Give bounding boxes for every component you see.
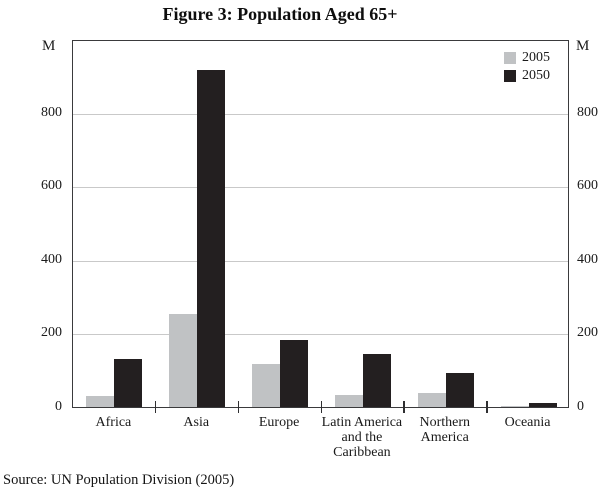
legend-label-2050: 2050 xyxy=(522,68,550,83)
chart-title: Figure 3: Population Aged 65+ xyxy=(162,4,398,24)
x-axis-label-africa: Africa xyxy=(95,415,132,430)
x-axis-label-oceania: Oceania xyxy=(504,415,551,430)
y-axis-tick-left-800: 800 xyxy=(41,104,62,120)
source-note: Source: UN Population Division (2005) xyxy=(3,472,235,488)
bar-2050-europe xyxy=(280,340,309,407)
x-axis-boundary-tick xyxy=(403,401,405,413)
bar-2050-oceania xyxy=(528,403,557,407)
x-axis-boundary-tick xyxy=(237,401,240,413)
y-axis-tick-left-200: 200 xyxy=(41,325,62,341)
gridline-800 xyxy=(73,113,568,115)
y-axis-unit-left: M xyxy=(42,38,56,54)
bar-2005-northern-america xyxy=(417,393,446,407)
legend-swatch-2005 xyxy=(504,52,516,64)
gridline-400 xyxy=(73,260,568,262)
bar-2050-africa xyxy=(114,359,143,407)
x-axis-label-asia: Asia xyxy=(183,415,210,430)
bar-2050-latin-america-and-the-caribbean xyxy=(362,353,391,407)
bar-2005-latin-america-and-the-caribbean xyxy=(334,394,363,407)
x-axis-boundary-tick xyxy=(320,401,322,413)
bar-2005-africa xyxy=(86,395,115,407)
bar-2050-asia xyxy=(197,70,226,407)
legend-item-2005: 2005 xyxy=(504,51,550,65)
y-axis-tick-right-600: 600 xyxy=(577,178,598,194)
bar-2005-asia xyxy=(169,313,198,407)
y-axis-tick-left-600: 600 xyxy=(41,178,62,194)
y-axis-tick-left-400: 400 xyxy=(41,251,62,267)
y-axis-tick-right-400: 400 xyxy=(577,251,598,267)
x-axis-label-europe: Europe xyxy=(258,415,300,430)
x-axis-boundary-tick xyxy=(154,401,157,413)
y-axis-tick-left-0: 0 xyxy=(55,399,62,414)
legend-label-2005: 2005 xyxy=(522,50,550,65)
x-axis-label-latin-america-and-the-caribbean: Latin America and the Caribbean xyxy=(321,415,403,460)
bar-2005-europe xyxy=(252,364,281,407)
bar-2005-oceania xyxy=(500,405,529,407)
x-axis-boundary-tick xyxy=(486,401,488,413)
gridline-600 xyxy=(73,187,568,189)
plot-area: 2005 2050 xyxy=(72,40,569,413)
y-axis-tick-right-800: 800 xyxy=(577,104,598,120)
gridline-200 xyxy=(73,334,568,336)
y-axis-tick-right-200: 200 xyxy=(577,325,598,341)
legend-item-2050: 2050 xyxy=(504,69,550,83)
legend-swatch-2050 xyxy=(504,70,516,82)
y-axis-unit-right: M xyxy=(576,38,590,54)
bar-2050-northern-america xyxy=(445,373,474,407)
y-axis-tick-right-0: 0 xyxy=(577,399,584,414)
legend: 2005 2050 xyxy=(504,51,550,83)
x-axis-label-northern-america: Northern America xyxy=(419,415,471,445)
